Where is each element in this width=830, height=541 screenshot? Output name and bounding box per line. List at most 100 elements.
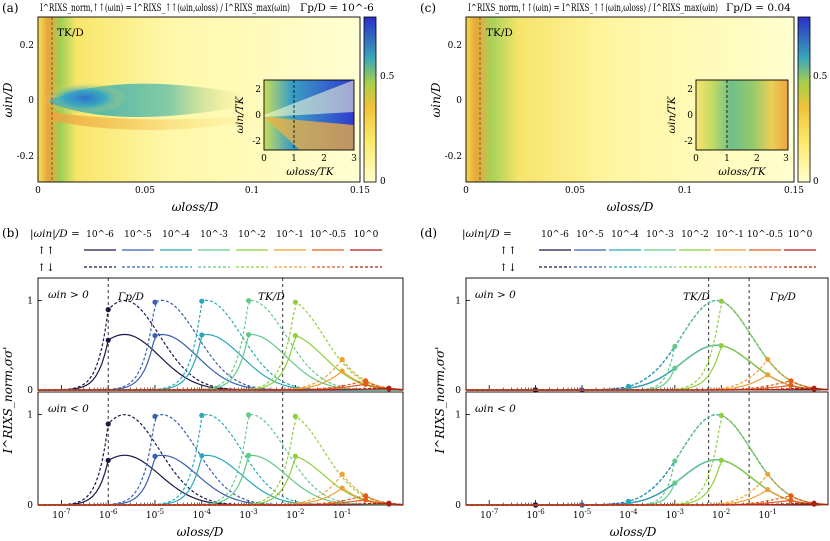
panel-b-lower-marker-opp-0: [105, 421, 111, 427]
panel-b-upper-marker-opp-3: [245, 297, 252, 304]
panel-d-upper-ytick-label: 0: [455, 386, 461, 396]
panel-b-upper-marker-same-7: [386, 386, 392, 392]
panel-b-lower-xtick-label: 10-5: [146, 508, 164, 521]
panel-a-orange-band: [50, 112, 260, 130]
panel-b-upper-marker-opp-4: [292, 299, 298, 305]
panel-d-lower-series-same-0: [466, 459, 829, 506]
panel-b-lower-xtick-label: 10-7: [52, 508, 70, 521]
panel-b-upper-marker-same-3: [245, 331, 252, 338]
panel-b-upper-marker-same-6: [362, 381, 369, 387]
panel-c-inset-xtick-2: 2: [754, 154, 760, 164]
panel-d-lower-xtick-label: 10-4: [619, 508, 638, 521]
panel-d-upper-series-opp-0: [466, 299, 829, 391]
legend-value-3: 10^-3: [200, 230, 228, 240]
panel-b-upper-series-opp-7: [38, 387, 404, 391]
panel-d-lower-frame: [465, 391, 829, 506]
panel-d-lower-marker-same-7: [811, 501, 817, 507]
panel-b-lower-series-opp-7: [38, 502, 404, 506]
panel-b-upper-marker-opp-1: [152, 299, 158, 305]
panel-d-legend-row-opp: ↑↓: [499, 262, 517, 274]
panel-b-lower-marker-opp-4: [292, 413, 298, 419]
panel-d-legend: |ωin|/D = ↑↑ ↑↓ 10^-6 10^-5 10^-4 10^-3 10^-…: [462, 228, 816, 274]
panel-a-yticks: 0.2 0 -0.2: [17, 41, 35, 162]
panel-c-inset-ylabel: ωin/TK: [666, 95, 678, 133]
panel-a-colorbar: [363, 16, 377, 183]
panel-d-upper-series-opp-3: [466, 299, 829, 391]
panel-d-upper-series-same-2: [466, 344, 829, 391]
panel-d-upper-marker-opp-6: [788, 378, 794, 384]
legend-value-7: 10^0: [788, 230, 813, 240]
panel-c-tk-label: TK/D: [486, 27, 513, 39]
panel-b-upper-series-same-3: [38, 333, 403, 391]
panel-d-lower-series-opp-7: [466, 502, 829, 506]
panel-d-gamma-label: Γp/D: [769, 291, 797, 303]
panel-c-inset-map: [696, 80, 788, 150]
panel-d-upper-series-opp-4: [466, 300, 829, 391]
panel-b-upper-marker-opp-0: [105, 307, 111, 313]
panel-d-win-pos: ωin > 0: [475, 289, 516, 301]
panel-c-inset-ytick-1: 0: [687, 111, 693, 121]
panel-b-tk-label: TK/D: [258, 291, 285, 303]
panel-b-legend-row-same: ↑↑: [37, 245, 55, 257]
panel-d-lower-series-opp-2: [466, 413, 829, 506]
panel-c-inset-ytick-0: 2: [687, 85, 693, 95]
panel-a-inset-ytick-0: 2: [255, 85, 261, 95]
panel-c-xtick-0: 0: [463, 186, 469, 196]
panel-b-lower-series-same-1: [38, 454, 403, 506]
panel-b-win-neg: ωin < 0: [48, 403, 89, 415]
panel-b-lower-marker-opp-2: [199, 412, 205, 418]
panel-b-legend-header: |ωin|/D =: [30, 228, 80, 241]
panel-a-xtick-0: 0: [35, 186, 41, 196]
panel-d-upper-marker-same-5: [765, 372, 771, 378]
panel-a-xtick-2: 0.1: [245, 186, 259, 196]
panel-d-lower-series-same-2: [466, 459, 829, 506]
panel-d-lower-marker-opp-5: [765, 471, 771, 477]
panel-b-lower-series-same-3: [38, 454, 403, 506]
panel-a-inset-xtick-2: 2: [321, 154, 327, 164]
panel-d-win-neg: ωin < 0: [475, 403, 516, 415]
panel-d-lower-marker-same-6: [788, 497, 794, 503]
panel-a-inset-light-wedge: [264, 80, 354, 117]
panel-d-lower-xtick-label: 10-6: [526, 508, 545, 521]
panel-a-cbar-tick-0.5: 0.5: [380, 72, 395, 82]
panel-b-legend-row-opp: ↑↓: [37, 262, 55, 274]
panel-b-lower-ytick-label: 1: [27, 411, 33, 421]
panel-b-upper-marker-opp-5: [339, 356, 345, 363]
legend-value-5: 10^-1: [716, 230, 744, 240]
panel-b-lower-plot: 10-7 10-6 10-5 10-4 10-3 10-2 10-1 0 1: [27, 391, 404, 521]
legend-value-2: 10^-4: [611, 230, 639, 240]
panel-d-lower-xtick-label: 10-3: [666, 508, 684, 521]
panel-a-xlabel: ωloss/D: [172, 200, 219, 214]
panel-b-upper-plot: 01: [27, 277, 404, 396]
panel-d-upper-marker-same-6: [788, 382, 794, 388]
panel-d-lines: (d) |ωin|/D = ↑↑ ↑↓ 10^-6 10^-5 10^-4 10^-3…: [420, 226, 829, 539]
panel-a-inset-orange-wedge: [264, 117, 354, 150]
panel-d-upper-marker-opp-5: [765, 356, 771, 363]
legend-value-0: 10^-6: [541, 230, 569, 240]
panel-b-win-pos: ωin > 0: [48, 289, 89, 301]
panel-b-upper-series-same-0: [38, 333, 403, 391]
panel-b-lower-marker-same-6: [362, 497, 369, 503]
panel-b-upper-marker-same-0: [105, 337, 111, 343]
panel-c-ytick-0: 0.2: [448, 41, 462, 51]
panel-b-lower-xtick-label: 10-2: [286, 508, 304, 521]
panel-d-legend-row-same: ↑↑: [499, 245, 517, 257]
panel-a-title: I^RIXS_norm,↑↑(ωin) = I^RIXS_↑↑(ωin,ωlos…: [40, 2, 290, 14]
panel-d-ylabel: I^RIXS_norm,σσ': [433, 347, 447, 455]
panel-d-lower-marker-same-5: [765, 486, 771, 493]
panel-a-ytick-1: 0: [28, 96, 34, 106]
panel-c-ytick-1: 0: [456, 96, 462, 106]
legend-value-1: 10^-5: [576, 230, 604, 240]
panel-d-lower-ytick-label: 0: [455, 501, 461, 511]
panel-label-b: (b): [2, 226, 19, 240]
panel-d-lower-marker-same-3: [672, 480, 678, 486]
panel-d-upper-marker-same-4: [718, 342, 724, 349]
panel-b-lower-marker-opp-6: [362, 493, 369, 499]
panel-b-lower-xtick-label: 10-1: [333, 508, 351, 521]
panel-b-lower-series-same-2: [38, 454, 403, 506]
panel-b-upper-ytick-label: 1: [27, 296, 33, 306]
panel-b-lower-marker-same-2: [199, 453, 205, 459]
panel-a-inset-xtick-3: 3: [351, 154, 357, 164]
panel-b-upper-series-same-1: [38, 333, 403, 391]
panel-c-ylabel: ωin/D: [429, 82, 443, 117]
